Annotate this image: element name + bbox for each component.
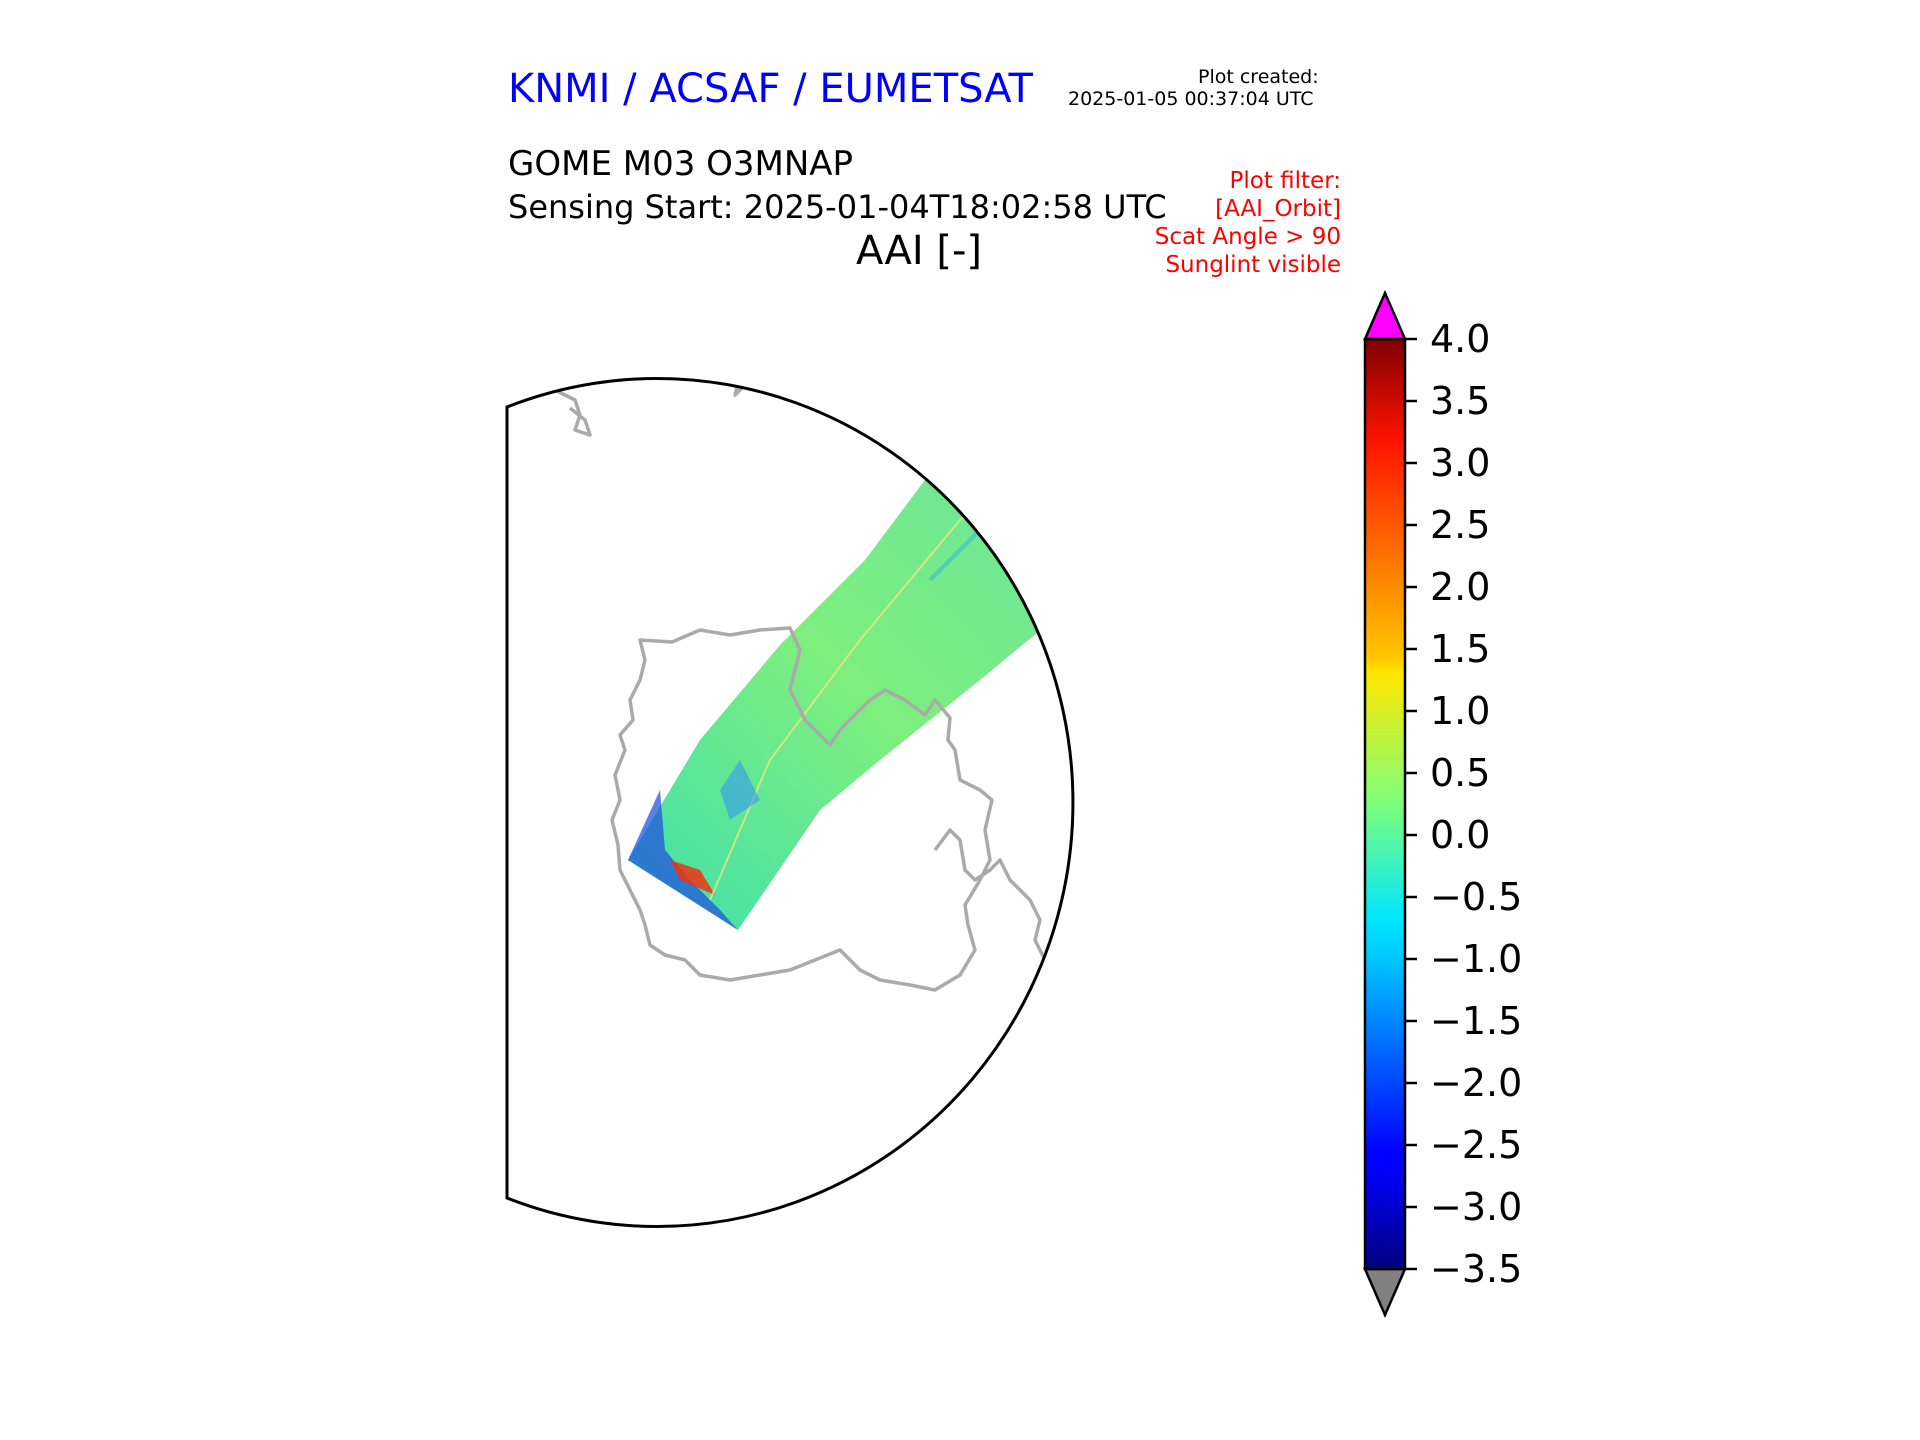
coastline-island bbox=[1132, 975, 1150, 995]
colorbar-tick-label: −0.5 bbox=[1430, 875, 1522, 919]
filter-line: Plot filter: bbox=[1229, 168, 1341, 194]
coastline-new-zealand bbox=[733, 378, 792, 397]
colorbar-tick-label: −1.5 bbox=[1430, 999, 1522, 1043]
colorbar-tick-label: −1.0 bbox=[1430, 937, 1522, 981]
colorbar-under-triangle bbox=[1363, 1267, 1407, 1319]
colorbar-tick-label: 2.0 bbox=[1430, 565, 1490, 609]
variable-title: AAI [-] bbox=[856, 228, 982, 274]
colorbar-tick-label: −3.0 bbox=[1430, 1185, 1522, 1229]
filter-line: Scat Angle > 90 bbox=[1154, 224, 1341, 250]
swath-low-aai-patch bbox=[628, 790, 738, 930]
colorbar-tick-label: 3.0 bbox=[1430, 441, 1490, 485]
swath-high-aai-patch bbox=[670, 860, 715, 895]
colorbar-tick-label: 1.0 bbox=[1430, 689, 1490, 733]
coastline-island bbox=[1128, 982, 1140, 995]
colorbar-tick-label: −3.5 bbox=[1430, 1247, 1522, 1291]
colorbar-tick-label: 0.5 bbox=[1430, 751, 1490, 795]
filter-line: Sunglint visible bbox=[1165, 252, 1341, 278]
map-boundary bbox=[505, 377, 1075, 1228]
filter-line: [AAI_Orbit] bbox=[1215, 196, 1341, 222]
plot-created-label: Plot created: bbox=[1198, 66, 1319, 88]
colorbar-tick-label: 4.0 bbox=[1430, 317, 1490, 361]
coastline-new-zealand bbox=[800, 295, 815, 330]
plot-created-timestamp: 2025-01-05 00:37:04 UTC bbox=[1068, 88, 1314, 110]
colorbar-tick-label: −2.0 bbox=[1430, 1061, 1522, 1105]
colorbar-tick-label: 0.0 bbox=[1430, 813, 1490, 857]
colorbar-tick-label: 2.5 bbox=[1430, 503, 1490, 547]
organization-title: KNMI / ACSAF / EUMETSAT bbox=[508, 66, 1033, 112]
colorbar-tick-label: 1.5 bbox=[1430, 627, 1490, 671]
sensing-start: Sensing Start: 2025-01-04T18:02:58 UTC bbox=[508, 188, 1167, 226]
swath-streak bbox=[720, 760, 760, 820]
coastline-south-america bbox=[1135, 895, 1345, 1110]
coastline-antarctica bbox=[610, 626, 994, 992]
colorbar-tick-label: −2.5 bbox=[1430, 1123, 1522, 1167]
colorbar-tick-label: 3.5 bbox=[1430, 379, 1490, 423]
colorbar-over-triangle bbox=[1363, 289, 1407, 341]
colorbar: 4.0 3.5 3.0 2.5 2.0 1.5 1.0 0.5 0.0 −0.5 −1.0 −1.5 −… bbox=[1363, 289, 1522, 1319]
product-title: GOME M03 O3MNAP bbox=[508, 144, 854, 184]
colorbar-gradient bbox=[1365, 339, 1405, 1269]
colorbar-frame bbox=[1363, 337, 1407, 1271]
